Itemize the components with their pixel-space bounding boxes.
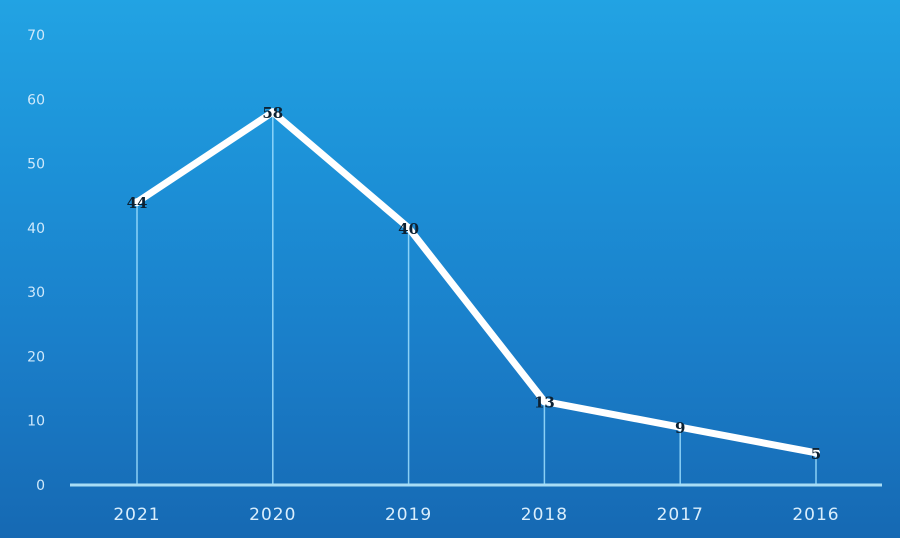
y-tick-label: 0 [36, 478, 45, 494]
data-label: 40 [398, 220, 419, 238]
data-points [133, 108, 820, 457]
data-point [676, 423, 685, 432]
y-tick-label: 30 [27, 285, 45, 301]
data-point [404, 223, 413, 232]
x-tick-label: 2017 [657, 505, 704, 525]
y-tick-label: 50 [27, 157, 45, 173]
drop-lines [136, 112, 817, 485]
data-label: 44 [127, 194, 148, 212]
y-tick-label: 40 [27, 221, 45, 237]
data-label: 13 [534, 393, 555, 411]
y-tick-label: 60 [27, 92, 45, 108]
y-tick-label: 10 [27, 414, 45, 430]
data-labels: 44 58 40 13 9 5 [127, 104, 822, 463]
y-axis-ticks: 0 10 20 30 40 50 60 70 [27, 28, 45, 494]
series-line [133, 108, 820, 457]
data-point [133, 198, 141, 207]
data-point [268, 108, 277, 117]
data-label: 58 [262, 104, 283, 122]
x-tick-label: 2020 [249, 505, 296, 525]
data-point [540, 397, 549, 406]
data-label: 5 [811, 445, 821, 463]
x-tick-label: 2019 [385, 505, 432, 525]
x-axis-ticks: 2021 2020 2019 2018 2017 2016 [113, 505, 839, 525]
data-point [812, 448, 820, 457]
x-tick-label: 2018 [521, 505, 568, 525]
data-label: 9 [675, 419, 685, 437]
y-tick-label: 70 [27, 28, 45, 44]
x-tick-label: 2021 [113, 505, 160, 525]
x-tick-label: 2016 [792, 505, 839, 525]
y-tick-label: 20 [27, 349, 45, 365]
